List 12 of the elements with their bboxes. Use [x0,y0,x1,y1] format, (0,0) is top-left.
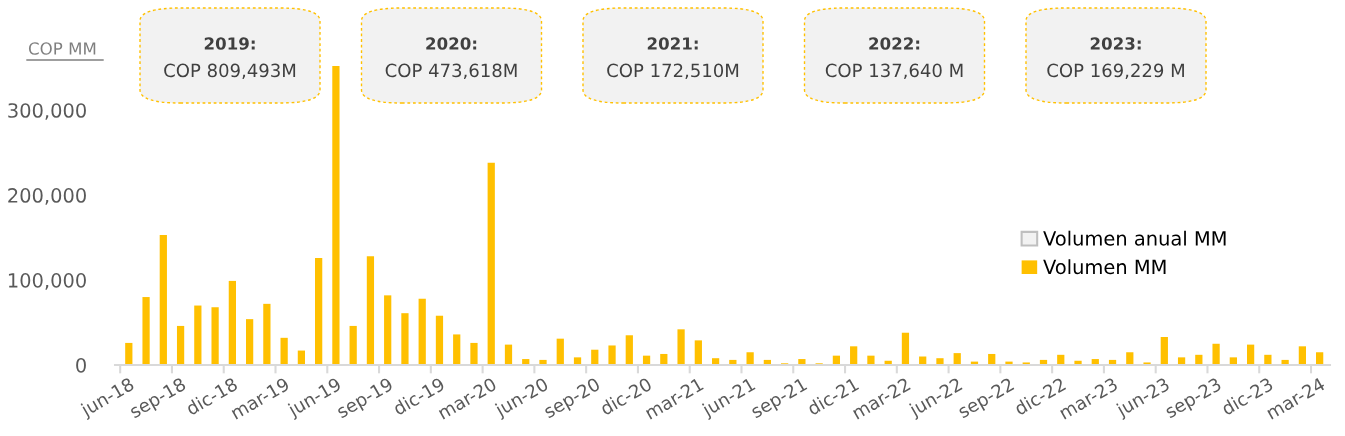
annotation: 2023: COP 169,229 M [1047,37,1184,80]
y-tick-label: 0 [76,357,86,373]
y-tick-label: 200,000 [8,188,86,205]
legend-label: Volumen anual MM [1043,230,1226,246]
y-axis-title: COP MM [28,42,96,55]
annotation: 2020: COP 473,618M [385,37,517,80]
legend-label: Volumen MM [1043,259,1166,275]
annotation: 2022: COP 137,640 M [825,37,963,80]
annotation: 2019: COP 809,493M [164,37,296,80]
y-tick-label: 300,000 [8,103,86,120]
annotation: 2021: COP 172,510M [607,37,739,80]
y-tick-label: 100,000 [8,273,86,290]
